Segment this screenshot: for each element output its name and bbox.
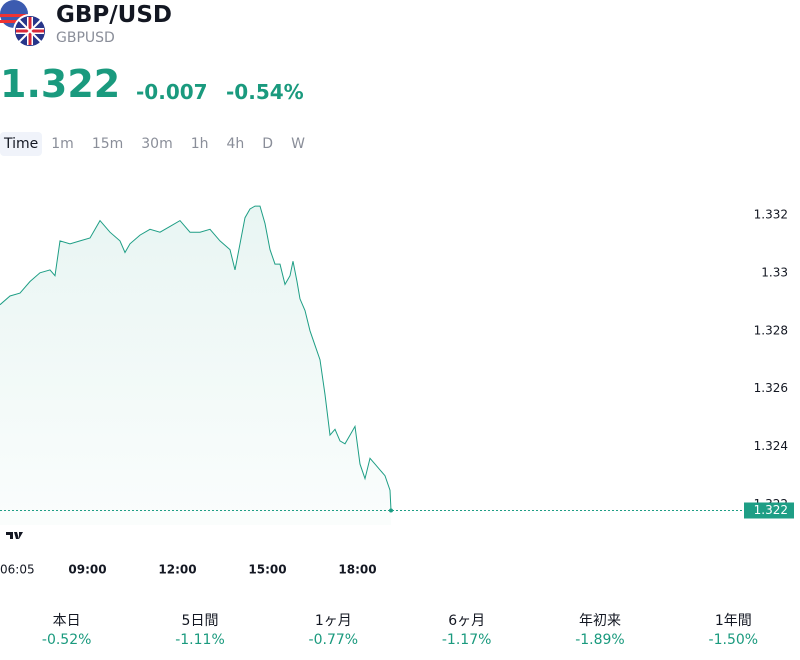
y-tick-label: 1.33 (761, 265, 788, 279)
performance-label: 1ヶ月 (314, 613, 352, 629)
y-tick-label: 1.326 (754, 381, 788, 395)
x-tick-label: 09:00 (68, 563, 106, 577)
performance-value: -1.89% (575, 632, 625, 648)
performance-value: -1.50% (708, 632, 759, 648)
price: 1.322 (0, 62, 121, 106)
x-tick-label: 18:00 (338, 563, 376, 577)
performance-label: 本日 (52, 613, 81, 629)
interval-button[interactable]: 1h (190, 136, 209, 152)
performance-item[interactable]: 1ヶ月 -0.77% (267, 610, 400, 648)
performance-item[interactable]: 6ヶ月 -1.17% (400, 610, 533, 648)
logo (0, 522, 28, 550)
interval-bar: Time 1m 15m 30m 1h 4h D W (0, 132, 314, 156)
interval-button[interactable]: Time (0, 132, 43, 156)
y-tick-label: 1.332 (754, 207, 788, 221)
interval-button[interactable]: W (291, 136, 305, 152)
performance-item[interactable]: 本日 -0.52% (0, 610, 133, 648)
performance-item[interactable]: 年初来 -1.89% (533, 610, 666, 648)
change-percent: -0.54% (226, 80, 304, 104)
x-tick-label: 15:00 (248, 563, 286, 577)
title: GBP/USD (56, 2, 172, 28)
y-tick-label: 1.324 (754, 439, 788, 453)
last-price-box (744, 502, 794, 519)
area (0, 206, 391, 525)
last-price-label: 1.322 (754, 503, 788, 517)
flags (0, 0, 47, 48)
performance-label: 1年間 (714, 613, 752, 629)
y-tick-label: 1.328 (754, 323, 788, 337)
performance-label: 年初来 (578, 613, 621, 629)
performance-value: -0.77% (308, 632, 359, 648)
performance-item[interactable]: 5日間 -1.11% (133, 610, 266, 648)
performance-label: 5日間 (181, 613, 219, 629)
x-tick-label: 12:00 (158, 563, 196, 577)
interval-button[interactable]: 1m (51, 136, 74, 152)
symbol: GBPUSD (56, 30, 115, 46)
performance-item[interactable]: 1年間 -1.50% (667, 610, 800, 648)
price-line (0, 205, 392, 511)
interval-button[interactable]: 4h (226, 136, 245, 152)
performance-value: -0.52% (41, 632, 92, 648)
change: -0.007 (136, 80, 208, 104)
performance-value: -1.17% (441, 632, 492, 648)
x-tick-label: 06:05 (0, 563, 35, 577)
interval-button[interactable]: 30m (141, 136, 173, 152)
performance: 本日 -0.52% 5日間 -1.11% 1ヶ月 -0.77% 6ヶ月 -1.17% 年初来 -1… (0, 610, 800, 648)
performance-value: -1.11% (175, 632, 225, 648)
interval-button[interactable]: D (262, 136, 274, 152)
last-point (389, 508, 393, 513)
interval-button[interactable]: 15m (91, 136, 124, 152)
chart: 1.322 1.324 1.326 1.328 1.33 1.332 06:05 09:00 1… (0, 205, 794, 577)
performance-label: 6ヶ月 (448, 613, 486, 629)
